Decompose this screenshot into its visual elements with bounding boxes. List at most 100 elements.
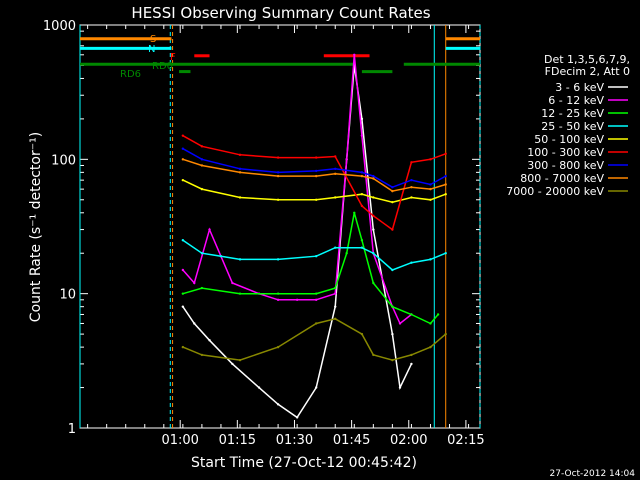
series-line-6 [182,135,446,231]
series-point-9 [314,322,318,325]
series-point-2 [193,281,196,285]
series-point-7 [372,174,375,178]
x-tick-label: 01:30 [276,433,313,448]
series-point-3 [345,252,348,255]
series-point-1 [334,305,337,308]
series-point-9 [334,317,337,320]
series-point-1 [276,403,280,406]
series-point-5 [372,196,375,199]
x-axis-label: Start Time (27-Oct-12 00:45:42) [191,455,417,471]
series-point-4 [429,258,432,261]
x-tick-label: 01:00 [161,433,198,448]
plot-layer: 1 10 100 1000 01:00 01:15 01:30 01:45 02:00 02:15… [43,19,630,448]
series-point-4 [391,268,394,272]
series-point-4 [334,246,337,249]
series-point-6 [410,161,413,164]
series-point-9 [410,353,413,357]
series-line-7 [182,148,447,189]
series-point-9 [372,353,375,357]
series-point-6 [238,153,242,157]
x-tick-label: 01:15 [219,433,256,448]
series-point-1 [208,339,211,342]
series-line-8 [182,158,446,192]
series-point-2 [345,158,348,161]
flag-label-n: N [148,44,155,55]
legend-entry-label: 300 - 800 keV [527,159,604,172]
series-point-2 [276,298,280,302]
series-point-7 [410,178,413,182]
series-point-3 [181,292,185,295]
series-point-4 [314,255,318,258]
series-point-9 [200,353,204,357]
series-point-8 [410,186,413,189]
y-tick-label: 1000 [43,19,76,34]
series-point-4 [276,258,280,261]
series-point-5 [334,196,337,199]
legend-header-line: Det 1,3,5,6,7,9, [544,53,630,66]
series-point-2 [360,134,364,137]
x-tick-label: 02:00 [390,433,427,448]
series-point-5 [410,196,413,199]
series-point-8 [181,158,185,161]
legend-entry-label: 12 - 25 keV [541,107,604,120]
flag-label-rd6: RD6 [120,69,141,80]
series-point-8 [276,174,280,178]
series-point-1 [193,322,196,325]
legend-entry-label: 7000 - 20000 keV [506,185,604,198]
series-point-1 [372,228,375,231]
series-point-1 [314,386,318,389]
series-point-8 [200,164,204,167]
series-point-6 [334,155,337,158]
series-point-6 [372,214,375,217]
series-point-1 [360,117,364,121]
x-tick-label: 01:45 [333,433,370,448]
series-point-2 [353,53,356,57]
series-point-8 [391,189,394,193]
series-point-7 [238,167,242,171]
series-point-1 [257,386,261,389]
series-point-5 [276,198,280,201]
series-point-9 [276,345,280,349]
series-point-8 [444,183,447,186]
series-line-5 [182,179,446,203]
series-point-8 [360,174,364,178]
series-point-7 [429,183,432,186]
series-point-1 [391,332,394,336]
series-point-2 [295,298,299,302]
series-point-8 [314,174,318,178]
series-point-9 [360,332,364,336]
series-point-9 [181,345,185,349]
legend-entry-label: 50 - 100 keV [534,133,604,146]
series-point-2 [208,228,211,231]
series-point-3 [360,239,364,242]
series-point-2 [334,292,337,295]
series-point-4 [372,252,375,255]
series-point-6 [444,152,447,155]
legend-entry-label: 25 - 50 keV [541,120,604,133]
series-point-5 [314,198,318,201]
series-point-6 [181,134,185,137]
series-point-7 [314,169,318,173]
chart-title: HESSI Observing Summary Count Rates [131,4,430,22]
y-tick-label: 10 [59,288,76,303]
series-point-5 [181,178,185,182]
series-point-3 [238,292,242,295]
series-point-3 [200,286,204,290]
series-point-4 [238,258,242,261]
series-point-6 [360,204,364,208]
series-point-4 [444,252,447,255]
series-point-3 [372,281,375,285]
series-point-2 [181,268,185,272]
series-point-3 [410,313,413,316]
series-point-3 [353,211,356,214]
legend-entry-label: 6 - 12 keV [548,94,604,107]
series-point-4 [219,255,223,258]
series-point-1 [410,362,413,366]
legend-entry-label: 800 - 7000 keV [520,172,604,185]
series-point-8 [372,177,375,180]
series-point-7 [181,147,185,150]
series-point-6 [314,156,318,159]
series-point-5 [429,198,432,201]
